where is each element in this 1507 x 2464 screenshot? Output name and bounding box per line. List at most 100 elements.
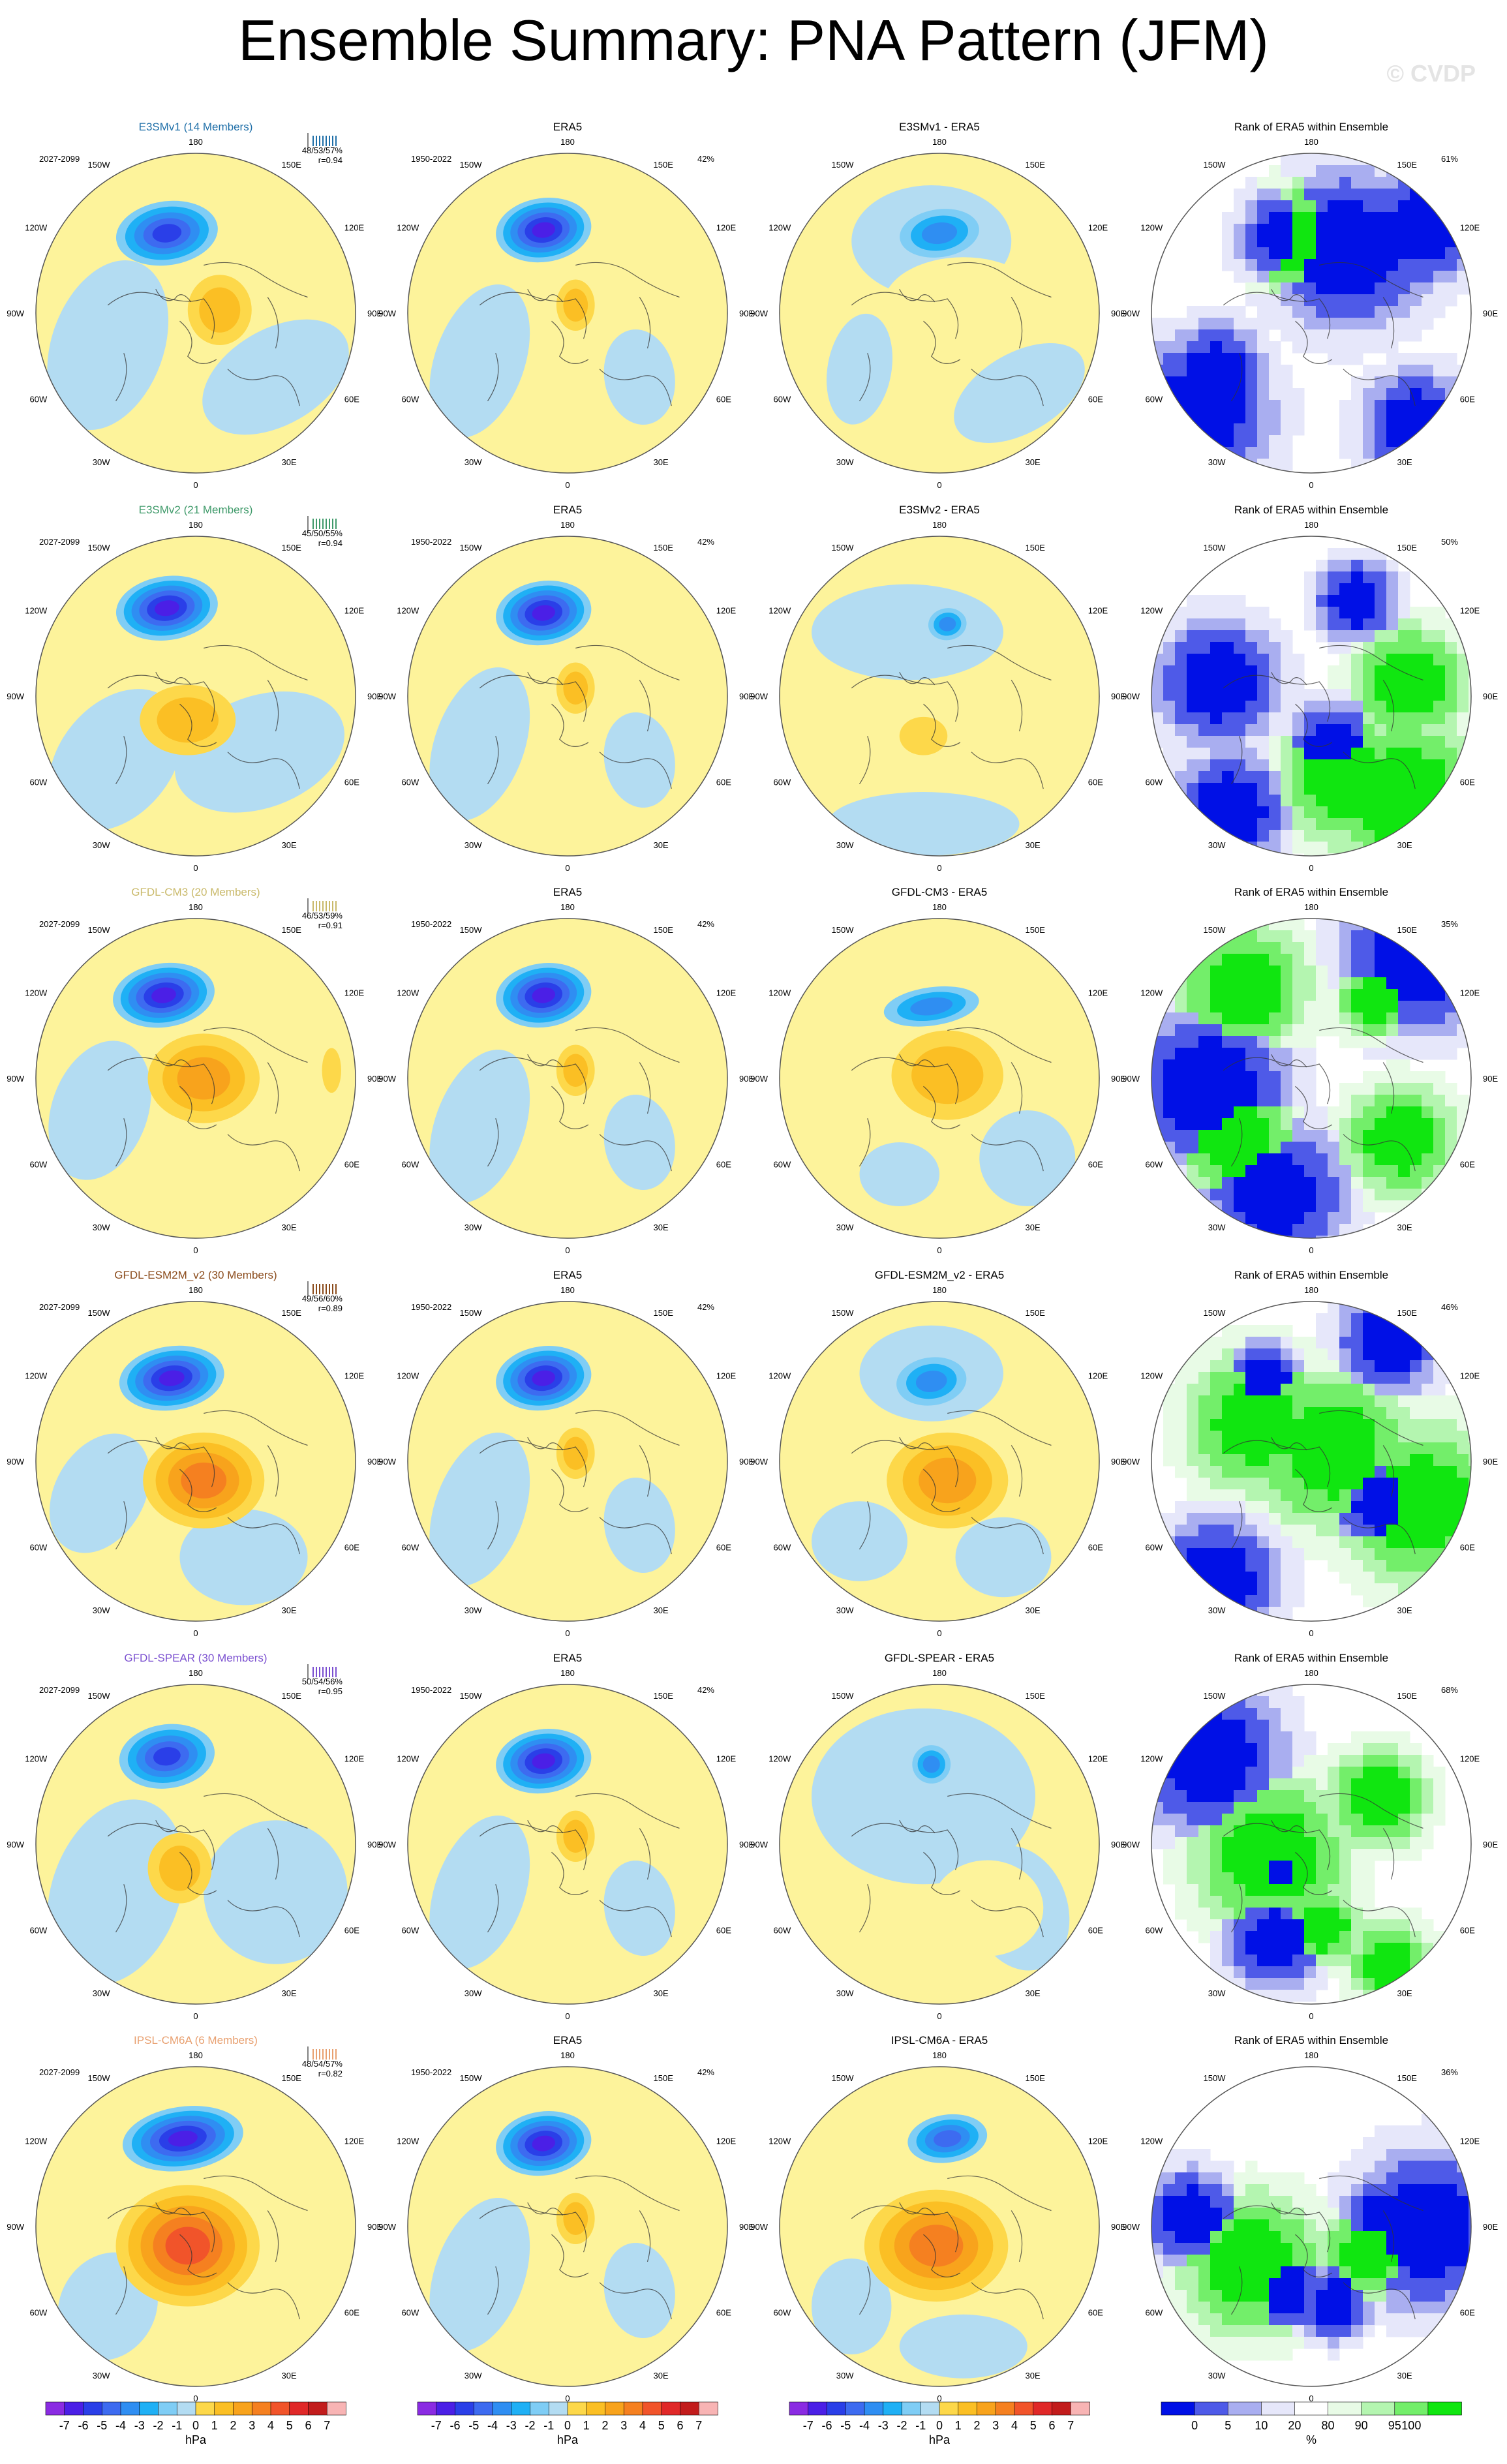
rank-cell	[1292, 189, 1305, 201]
rank-cell	[1410, 1814, 1422, 1826]
rank-cell	[1269, 177, 1281, 189]
rank-cell	[1175, 759, 1187, 772]
rank-cell	[1445, 247, 1457, 260]
rank-cell	[1257, 1619, 1270, 1621]
rank-cell	[1245, 1954, 1258, 1967]
rank-cell	[1469, 1454, 1471, 1467]
rank-cell	[1257, 2278, 1270, 2290]
rank-cell	[1445, 200, 1457, 213]
rank-cell	[1445, 459, 1457, 471]
rank-cell	[1386, 1501, 1399, 1513]
rank-cell	[1245, 1978, 1258, 1990]
longitude-label: 120E	[1460, 1371, 1480, 1381]
rank-cell	[1445, 689, 1457, 701]
rank-cell	[1316, 1001, 1328, 1013]
rank-cell	[1339, 954, 1352, 966]
longitude-label: 120E	[344, 1754, 365, 1764]
rank-cell	[1410, 942, 1422, 954]
panel-title: E3SMv2 (21 Members)	[139, 504, 253, 516]
rank-cell	[1351, 966, 1363, 978]
longitude-label: 150E	[654, 543, 674, 553]
rank-cell	[1234, 2184, 1246, 2197]
rank-cell	[1222, 1908, 1234, 1920]
contour-region	[563, 2202, 588, 2235]
rank-cell	[1363, 1442, 1375, 1455]
rank-cell	[1234, 200, 1246, 213]
rank-cell	[1328, 806, 1340, 819]
coastline	[107, 1440, 215, 1487]
rank-cell	[1198, 1731, 1211, 1744]
rank-cell	[1245, 1048, 1258, 1060]
rank-cell	[1375, 2255, 1387, 2267]
rank-cell	[1151, 1595, 1164, 1607]
rank-cell	[1269, 2231, 1281, 2243]
rank-cell	[1339, 689, 1352, 701]
rank-cell	[1234, 2231, 1246, 2243]
rank-cell	[1316, 1896, 1328, 1908]
rank-cell	[1234, 853, 1246, 856]
colorbar-tick-label: -6	[821, 2419, 832, 2432]
rank-cell	[1245, 642, 1258, 654]
rank-cell	[1245, 329, 1258, 342]
rank-cell	[1187, 341, 1199, 354]
colorbar-unit: hPa	[929, 2433, 951, 2446]
longitude-label: 30E	[654, 1988, 669, 1998]
coastline	[923, 2234, 961, 2277]
longitude-label: 90E	[1111, 1840, 1126, 1849]
rank-cell	[1304, 989, 1317, 1001]
longitude-label: 150W	[1204, 1308, 1226, 1318]
rank-cell	[1422, 977, 1434, 990]
rank-cell	[1422, 388, 1434, 401]
rank-cell	[1257, 942, 1270, 954]
rank-cell	[1457, 1106, 1469, 1119]
rank-cell	[1198, 412, 1211, 424]
rank-cell	[1328, 2313, 1340, 2326]
rank-cell	[1316, 1212, 1328, 1224]
rank-cell	[1292, 1224, 1305, 1236]
rank-cell	[1257, 759, 1270, 772]
rank-cell	[1187, 2255, 1199, 2267]
longitude-label: 120E	[1460, 1754, 1480, 1764]
rank-cell	[1328, 560, 1340, 572]
rank-cell	[1422, 2125, 1434, 2138]
rank-cell	[1292, 759, 1305, 772]
coastline	[599, 752, 672, 789]
rank-cell	[1163, 1036, 1176, 1048]
rank-cell	[1269, 977, 1281, 990]
rank-cell	[1163, 1607, 1176, 1619]
rank-cell	[1410, 654, 1422, 666]
rank-cell	[1292, 1525, 1305, 1537]
rank-cell	[1187, 1224, 1199, 1236]
coastline	[639, 297, 651, 349]
rank-cell	[1316, 153, 1328, 166]
rank-cell	[1386, 1395, 1399, 1408]
rank-cell	[1245, 2337, 1258, 2349]
rank-cell	[1198, 966, 1211, 978]
longitude-label: 60W	[1146, 1160, 1163, 1170]
rank-cell	[1151, 1036, 1164, 1048]
rank-cell	[1363, 1130, 1375, 1142]
rank-cell	[1457, 1142, 1469, 1154]
rank-cell	[1351, 1778, 1363, 1791]
contour-region	[532, 2135, 555, 2152]
longitude-label: 150W	[832, 1691, 855, 1701]
rank-cell	[1187, 1802, 1199, 1814]
longitude-label: 60W	[1146, 1543, 1163, 1553]
rank-cell	[1433, 607, 1446, 619]
rank-cell	[1187, 2278, 1199, 2290]
rank-cell	[1245, 376, 1258, 389]
longitude-label: 150W	[460, 2073, 483, 2083]
rank-cell	[1469, 1142, 1471, 1154]
coastline	[1343, 2282, 1416, 2320]
rank-cell	[1281, 771, 1293, 783]
rank-cell	[1222, 1431, 1234, 1443]
rank-cell	[1245, 1189, 1258, 1201]
longitude-label: 120W	[1140, 606, 1163, 616]
longitude-label: 30W	[836, 1223, 854, 1232]
coastline	[1223, 1440, 1331, 1487]
longitude-label: 90W	[7, 1840, 24, 1849]
longitude-label: 150E	[1026, 543, 1046, 553]
rank-cell	[1316, 1189, 1328, 1201]
rank-cell	[1187, 1861, 1199, 1873]
rank-cell	[1210, 2243, 1223, 2255]
